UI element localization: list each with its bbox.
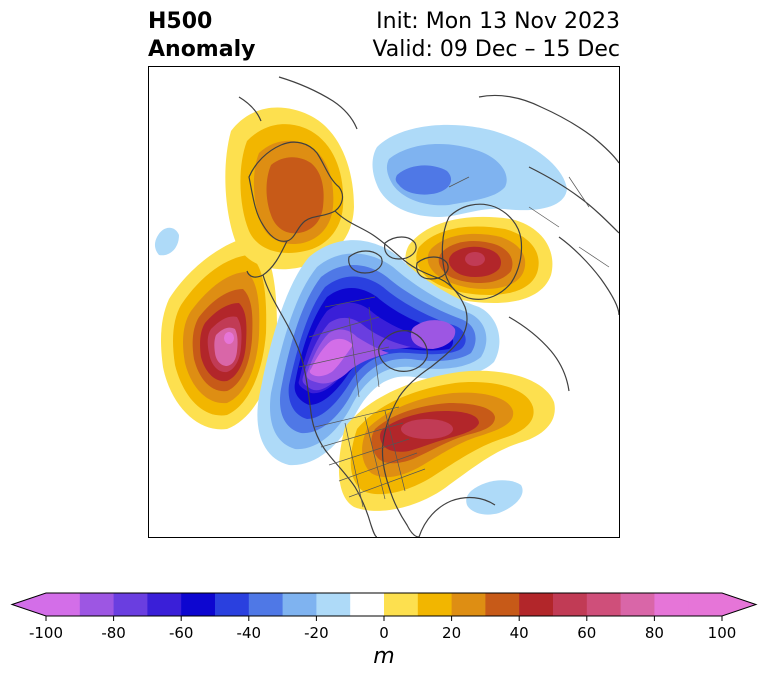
title-field: Anomaly <box>148 37 256 62</box>
valid-period: Valid: 09 Dec – 15 Dec <box>372 37 620 62</box>
trough-greenland <box>372 124 567 217</box>
colorbar-segment <box>451 593 486 616</box>
colorbar-segment <box>350 593 385 616</box>
colorbar-segment <box>147 593 182 616</box>
colorbar-segment <box>181 593 216 616</box>
colorbar-segment <box>248 593 284 616</box>
colorbar-tick-label: -80 <box>101 624 126 642</box>
colorbar-tick-label: -100 <box>29 624 63 642</box>
init-date: Init: Mon 13 Nov 2023 <box>376 9 620 34</box>
colorbar-segment <box>654 593 689 616</box>
colorbar-tick-label: -20 <box>304 624 329 642</box>
colorbar-tick-label: 40 <box>510 624 529 642</box>
colorbar-segment <box>519 593 554 616</box>
colorbar-tick-label: 20 <box>442 624 461 642</box>
ridge-eastern-us <box>338 370 555 511</box>
colorbar-tick-label: -60 <box>169 624 194 642</box>
colorbar-ticks: -100 -80 -60 -40 -20 0 20 40 60 80 100 <box>29 616 736 642</box>
ridge-pacific <box>161 237 277 430</box>
colorbar-segment <box>384 593 419 616</box>
colorbar-tick-label: 60 <box>577 624 596 642</box>
colorbar-segment <box>316 593 351 616</box>
plot-title-left: H500 Anomaly <box>148 8 255 64</box>
colorbar-extend-min <box>12 593 46 616</box>
colorbar-tick-label: 100 <box>708 624 737 642</box>
colorbar-tick-label: 80 <box>645 624 664 642</box>
colorbar-segment <box>46 593 81 616</box>
anomaly-map <box>148 66 620 538</box>
plot-title-right: Init: Mon 13 Nov 2023 Valid: 09 Dec – 15… <box>372 8 620 64</box>
colorbar-extend-max <box>722 593 756 616</box>
colorbar-segment <box>282 593 317 616</box>
colorbar-segment <box>586 593 622 616</box>
title-variable: H500 <box>148 9 213 34</box>
colorbar-segment <box>553 593 588 616</box>
colorbar-segment <box>417 593 453 616</box>
colorbar-tick-label: -40 <box>237 624 262 642</box>
colorbar-segment <box>620 593 655 616</box>
coastlines <box>238 76 619 537</box>
ridge-alaska <box>225 107 354 270</box>
map-canvas <box>154 76 619 537</box>
colorbar-segment <box>485 593 520 616</box>
political-borders <box>298 176 610 508</box>
colorbar-unit-label: m <box>373 644 395 669</box>
colorbar-segment <box>688 593 723 616</box>
colorbar-segments <box>10 592 758 617</box>
colorbar-tick-label: 0 <box>379 624 389 642</box>
colorbar-segment <box>79 593 115 616</box>
colorbar: -100 -80 -60 -40 -20 0 20 40 60 80 100 <box>10 592 758 642</box>
colorbar-segment <box>113 593 148 616</box>
ridge-atlantic <box>405 216 553 303</box>
colorbar-segment <box>215 593 250 616</box>
